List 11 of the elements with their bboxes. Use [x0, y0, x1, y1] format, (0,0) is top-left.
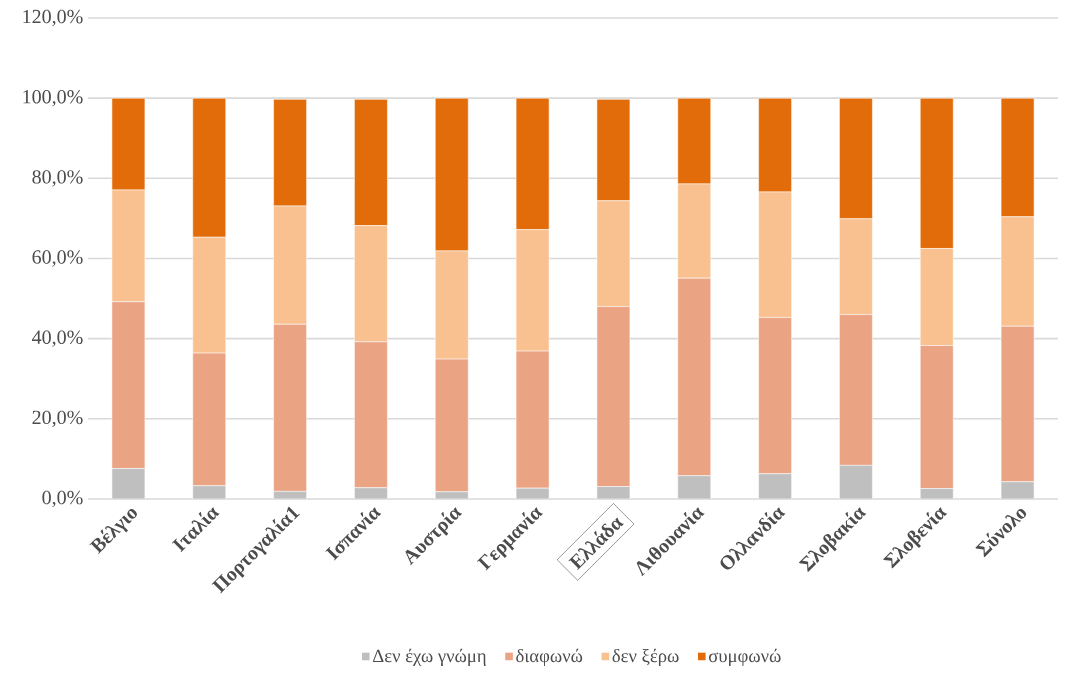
y-tick-label: 0,0% [42, 490, 83, 508]
y-tick-label: 40,0% [32, 330, 83, 347]
legend-label: Δεν έχω γνώμη [372, 648, 486, 667]
y-tick-label: 60,0% [32, 250, 83, 267]
legend-label: συμφωνώ [708, 648, 781, 667]
y-tick-label: 120,0% [23, 9, 83, 27]
y-tick-label: 20,0% [32, 410, 83, 428]
y-tick-label: 100,0% [23, 89, 83, 107]
y-tick-label: 80,0% [32, 170, 83, 187]
legend-label: δεν ξέρω [612, 648, 679, 667]
legend-label: διαφωνώ [516, 648, 583, 667]
